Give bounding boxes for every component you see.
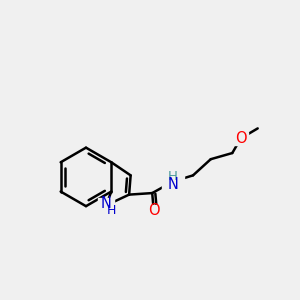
Text: H: H bbox=[107, 204, 116, 217]
Text: O: O bbox=[235, 131, 247, 146]
Bar bbox=[98, 199, 115, 212]
Bar bbox=[234, 132, 248, 145]
Text: N: N bbox=[100, 196, 111, 211]
Text: N: N bbox=[168, 177, 178, 192]
Text: O: O bbox=[148, 203, 160, 218]
Text: H: H bbox=[168, 170, 178, 183]
Bar bbox=[162, 172, 184, 191]
Bar bbox=[147, 205, 161, 217]
